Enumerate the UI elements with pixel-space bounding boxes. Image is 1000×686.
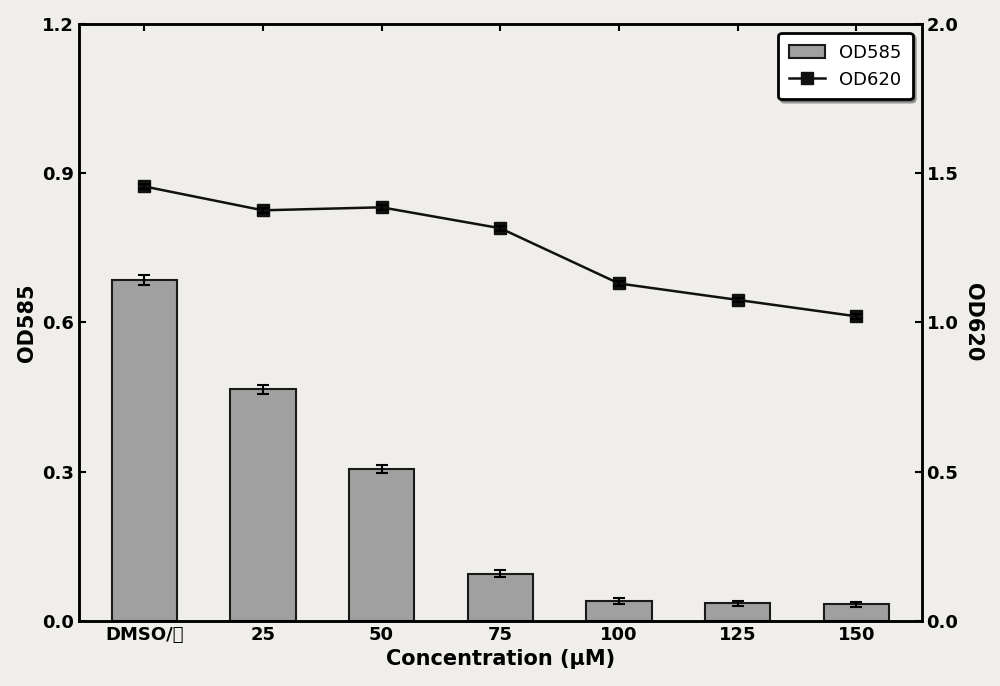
Bar <box>824 604 889 621</box>
Y-axis label: OD620: OD620 <box>963 283 983 362</box>
Bar <box>349 469 414 621</box>
X-axis label: Concentration (μM): Concentration (μM) <box>386 650 615 670</box>
Bar <box>230 390 296 621</box>
Legend: OD585, OD620: OD585, OD620 <box>778 33 913 99</box>
Bar <box>705 604 770 621</box>
Bar <box>468 573 533 621</box>
Bar <box>586 601 652 621</box>
Y-axis label: OD585: OD585 <box>17 283 37 362</box>
Bar <box>112 280 177 621</box>
